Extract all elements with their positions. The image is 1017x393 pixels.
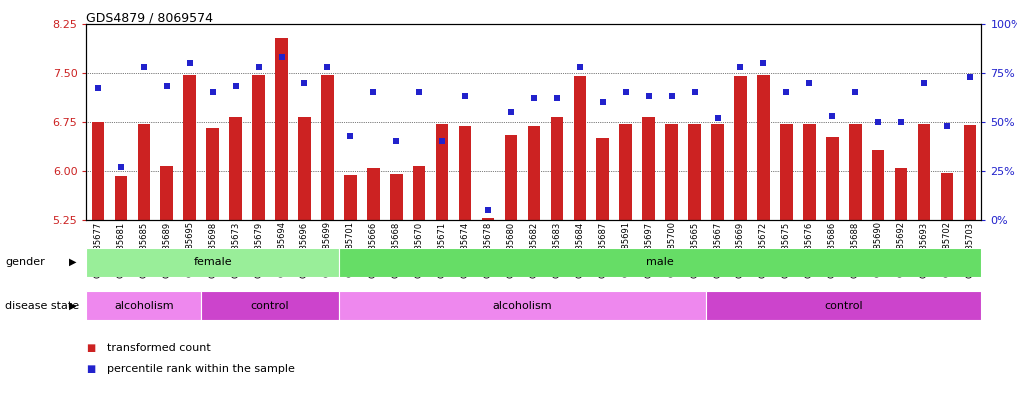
Bar (459, 127, 472, 220)
Point (89, 85, 106, 92)
Point (319, 64, 336, 70)
Point (824, 113, 840, 119)
Bar (115, 176, 127, 220)
Bar (689, 124, 701, 220)
Bar (706, 291, 981, 320)
Bar (643, 117, 655, 220)
Point (274, 54, 290, 60)
Bar (550, 117, 563, 220)
Bar (528, 127, 540, 220)
Bar (964, 125, 976, 220)
Point (135, 64, 152, 70)
Bar (504, 135, 518, 220)
Point (480, 207, 496, 213)
Text: ■: ■ (86, 343, 96, 353)
Point (801, 79, 818, 86)
Point (434, 138, 451, 145)
Point (159, 83, 175, 90)
Point (756, 60, 772, 66)
Bar (734, 76, 746, 220)
Point (411, 89, 427, 95)
Bar (390, 174, 403, 220)
Bar (183, 75, 196, 220)
Point (732, 64, 749, 70)
Bar (229, 117, 242, 220)
Bar (574, 76, 586, 220)
Text: gender: gender (5, 257, 45, 267)
Text: female: female (193, 257, 232, 267)
Point (182, 60, 198, 66)
Bar (201, 291, 339, 320)
Bar (321, 75, 334, 220)
Point (365, 89, 381, 95)
Bar (339, 291, 706, 320)
Point (572, 64, 588, 70)
Point (916, 79, 933, 86)
Point (113, 164, 129, 170)
Bar (917, 124, 931, 220)
Text: male: male (646, 257, 674, 267)
Point (617, 89, 634, 95)
Point (526, 95, 542, 101)
Bar (826, 137, 839, 220)
Bar (252, 75, 264, 220)
Bar (86, 291, 201, 320)
Text: alcoholism: alcoholism (492, 301, 552, 310)
Point (870, 119, 886, 125)
Text: control: control (251, 301, 290, 310)
Point (847, 89, 863, 95)
Bar (757, 75, 770, 220)
Bar (276, 38, 288, 220)
Point (457, 93, 473, 99)
Bar (482, 218, 494, 220)
Bar (895, 168, 907, 220)
Bar (941, 173, 953, 220)
Text: ■: ■ (86, 364, 96, 375)
Point (710, 115, 726, 121)
Bar (780, 124, 792, 220)
Point (502, 109, 519, 115)
Point (296, 79, 312, 86)
Bar (344, 175, 357, 220)
Point (595, 99, 611, 105)
Point (686, 89, 703, 95)
Point (962, 73, 978, 80)
Text: control: control (825, 301, 863, 310)
Bar (339, 248, 981, 277)
Text: ▶: ▶ (69, 257, 76, 267)
Point (204, 89, 221, 95)
Text: percentile rank within the sample: percentile rank within the sample (107, 364, 295, 375)
Point (388, 138, 405, 145)
Point (549, 95, 565, 101)
Bar (206, 129, 219, 220)
Bar (298, 117, 311, 220)
Bar (665, 124, 678, 220)
Point (778, 89, 794, 95)
Bar (367, 168, 379, 220)
Text: transformed count: transformed count (107, 343, 211, 353)
Point (939, 123, 955, 129)
Bar (137, 124, 151, 220)
Point (641, 93, 657, 99)
Text: alcoholism: alcoholism (114, 301, 174, 310)
Bar (711, 124, 724, 220)
Text: GDS4879 / 8069574: GDS4879 / 8069574 (86, 12, 214, 25)
Text: ▶: ▶ (69, 301, 76, 311)
Bar (872, 150, 885, 220)
Bar (413, 166, 425, 220)
Bar (92, 122, 104, 220)
Bar (849, 124, 861, 220)
Point (228, 83, 244, 90)
Point (250, 64, 266, 70)
Bar (803, 124, 816, 220)
Bar (596, 138, 609, 220)
Bar (161, 166, 173, 220)
Text: disease state: disease state (5, 301, 79, 311)
Bar (619, 124, 632, 220)
Point (663, 93, 679, 99)
Point (342, 132, 358, 139)
Bar (436, 124, 448, 220)
Point (893, 119, 909, 125)
Bar (86, 248, 339, 277)
